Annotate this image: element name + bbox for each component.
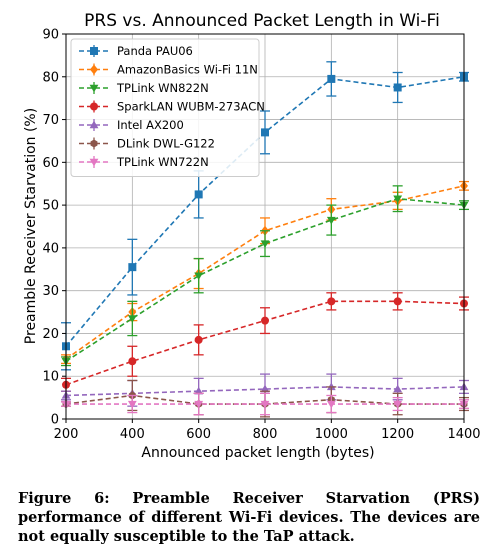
legend-marker [90, 139, 98, 148]
y-tick-label: 50 [42, 199, 59, 214]
data-point [393, 195, 403, 204]
data-point [260, 384, 270, 393]
data-point [327, 297, 336, 306]
data-point [127, 315, 137, 323]
legend-marker [89, 84, 99, 93]
legend-marker [90, 102, 98, 111]
legend-label: TPLink WN722N [116, 155, 209, 169]
data-point [260, 240, 270, 249]
legend-marker [89, 120, 99, 129]
x-tick-label: 1400 [447, 427, 480, 442]
x-tick-label: 400 [120, 427, 145, 442]
legend-label: Panda PAU06 [117, 44, 193, 58]
data-point [393, 297, 402, 306]
data-point [393, 384, 403, 393]
legend-marker [90, 47, 98, 55]
y-tick-label: 40 [42, 241, 59, 256]
legend-entry: Panda PAU06 [79, 44, 193, 58]
y-tick-label: 80 [42, 70, 59, 85]
data-point [194, 335, 203, 344]
legend: Panda PAU06 AmazonBasics Wi-Fi 11N TPLink … [70, 38, 265, 177]
legend-label: Intel AX200 [117, 118, 184, 132]
y-tick-label: 10 [42, 370, 59, 385]
data-point [261, 128, 269, 137]
data-point [261, 316, 269, 325]
y-tick-label: 0 [51, 413, 59, 428]
legend-marker [89, 158, 99, 167]
x-tick-label: 1000 [315, 427, 348, 442]
x-tick-label: 200 [54, 427, 79, 442]
data-point [393, 83, 402, 92]
x-tick-label: 1200 [381, 427, 414, 442]
legend-entry: AmazonBasics Wi-Fi 11N [79, 63, 258, 77]
y-tick-label: 90 [42, 28, 59, 43]
y-axis-label: Preamble Receiver Starvation (%) [23, 108, 39, 344]
data-point [194, 386, 204, 395]
legend-entry: Intel AX200 [79, 118, 184, 132]
data-point [326, 216, 336, 225]
legend-entry: SparkLAN WUBM-273ACN [79, 100, 265, 114]
legend-label: TPLink WN822N [116, 81, 209, 95]
legend-entry: TPLink WN722N [79, 155, 209, 169]
legend-label: AmazonBasics Wi-Fi 11N [117, 63, 258, 77]
data-point [194, 400, 204, 409]
data-point [327, 74, 336, 83]
y-tick-label: 30 [42, 284, 59, 299]
x-axis-label: Announced packet length (bytes) [141, 445, 374, 461]
legend-box [70, 38, 260, 177]
axes: 200 400 600 800 1000 1200 1400 0 10 20 30 40 50 60 70 8… [42, 28, 480, 443]
chart-title: PRS vs. Announced Packet Length in Wi-Fi [84, 11, 440, 31]
data-point [128, 357, 137, 366]
data-point [260, 400, 270, 409]
x-tick-label: 600 [186, 427, 211, 442]
legend-entry: TPLink WN822N [79, 81, 209, 95]
data-point [326, 400, 336, 409]
x-tick-label: 800 [253, 427, 278, 442]
data-point [393, 400, 403, 409]
legend-marker [90, 64, 98, 75]
data-point [127, 400, 137, 409]
legend-entry: DLink DWL-G122 [79, 137, 215, 151]
y-tick-label: 70 [42, 113, 59, 128]
data-point [128, 263, 137, 272]
data-point [194, 190, 203, 199]
chart: 200 400 600 800 1000 1200 1400 0 10 20 30 40 50 60 70 8… [23, 11, 481, 461]
data-point [194, 272, 204, 281]
figure-caption: Figure 6: Preamble Receiver Starvation (… [18, 490, 480, 545]
legend-label: SparkLAN WUBM-273ACN [117, 100, 265, 114]
y-tick-label: 20 [42, 327, 59, 342]
legend-label: DLink DWL-G122 [117, 137, 215, 151]
y-tick-label: 60 [42, 156, 59, 171]
series [61, 185, 469, 367]
